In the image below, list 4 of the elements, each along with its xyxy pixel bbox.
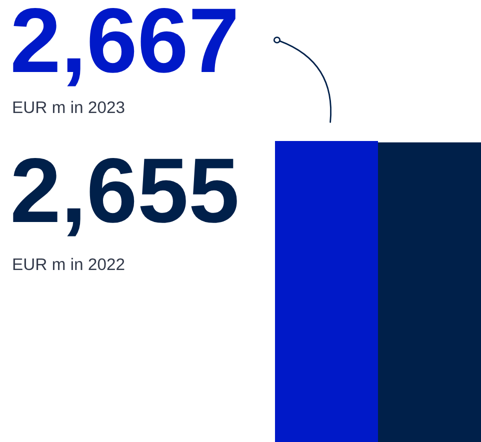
text: EUR m in 2023 [13, 100, 124, 114]
text: EUR m in 2022 [13, 258, 124, 270]
text: 2,667 [13, 8, 236, 86]
text: 2,655 [13, 158, 237, 236]
